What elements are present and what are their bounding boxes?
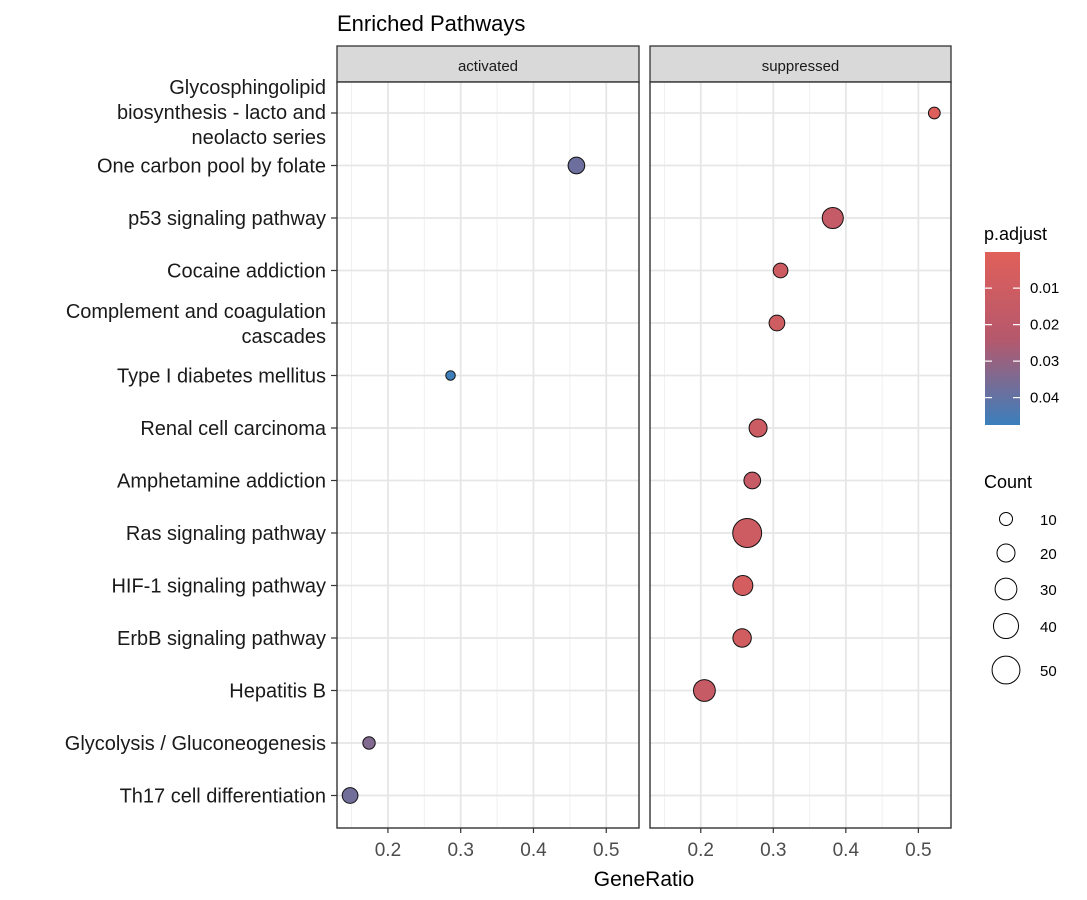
y-label-8: Ras signaling pathway: [126, 523, 326, 545]
x-axis-title: GeneRatio: [594, 868, 694, 891]
size-legend-title: Count: [984, 472, 1032, 492]
point-suppressed-6: [748, 418, 768, 438]
y-label-4: cascades: [242, 326, 327, 348]
y-label-1: One carbon pool by folate: [97, 156, 326, 178]
point-activated-1: [567, 156, 586, 175]
size-legend-label: 40: [1040, 619, 1057, 636]
point-suppressed-10: [732, 628, 752, 648]
panel-activated: activated 0.2 0.3 0.4 0.5: [336, 45, 640, 861]
x-tick-label: 0.3: [760, 840, 786, 861]
panel-background: [650, 82, 951, 828]
point-suppressed-3: [772, 262, 789, 279]
size-legend-key: [994, 577, 1018, 601]
x-tick-label: 0.5: [905, 840, 931, 861]
point-suppressed-0: [927, 106, 941, 120]
x-tick-label: 0.4: [520, 840, 547, 861]
y-label-2: p53 signaling pathway: [128, 208, 326, 230]
color-legend-label: 0.03: [1030, 353, 1059, 370]
panel-border: [649, 81, 952, 829]
y-axis-labels: Glycosphingolipid biosynthesis - lacto an…: [65, 77, 337, 808]
color-legend-label: 0.04: [1030, 390, 1059, 407]
strip-label-activated: activated: [458, 58, 518, 75]
size-legend-label: 20: [1040, 546, 1057, 563]
point-activated-13: [341, 787, 359, 804]
size-legend-key: [996, 543, 1016, 563]
color-legend-label: 0.02: [1030, 317, 1059, 334]
point-suppressed-9: [732, 575, 754, 596]
panel-border: [336, 81, 640, 829]
y-label-0: Glycosphingolipid: [169, 77, 326, 99]
point-suppressed-11: [692, 679, 716, 702]
y-label-5: Type I diabetes mellitus: [117, 366, 326, 388]
size-legend-key: [992, 612, 1020, 640]
color-legend-bar: [985, 252, 1020, 425]
y-label-9: HIF-1 signaling pathway: [111, 576, 326, 598]
size-legend-label: 10: [1040, 512, 1057, 529]
facet-panels: activated 0.2 0.3 0.4 0.5 suppressed 0.2 0.3 0.4…: [336, 45, 952, 861]
y-label-4: Complement and coagulation: [66, 301, 326, 323]
x-tick-label: 0.5: [593, 840, 619, 861]
color-legend-label: 0.01: [1030, 280, 1059, 297]
color-legend-title: p.adjust: [984, 224, 1047, 244]
x-tick-label: 0.4: [833, 840, 860, 861]
size-legend-label: 30: [1040, 582, 1057, 599]
y-label-11: Hepatitis B: [229, 681, 326, 703]
x-tick-label: 0.2: [688, 840, 714, 861]
point-activated-12: [362, 736, 376, 750]
y-label-7: Amphetamine addiction: [117, 471, 326, 493]
panel-background: [337, 82, 639, 828]
point-suppressed-4: [768, 314, 786, 332]
size-legend-key: [991, 655, 1021, 685]
point-suppressed-2: [821, 206, 844, 230]
strip-label-suppressed: suppressed: [762, 58, 840, 75]
size-legend: Count 10 20 30 40 50: [984, 472, 1057, 685]
color-legend: p.adjust 0.01 0.02 0.03 0.04: [984, 224, 1059, 425]
strip-suppressed: [649, 45, 952, 83]
chart-title: Enriched Pathways: [337, 11, 525, 36]
x-tick-label: 0.2: [375, 840, 401, 861]
panel-suppressed: suppressed 0.2 0.3 0.4 0.5: [649, 45, 952, 861]
size-legend-label: 50: [1040, 663, 1057, 680]
y-label-6: Renal cell carcinoma: [140, 418, 327, 440]
y-label-0: neolacto series: [191, 127, 326, 149]
point-activated-5: [445, 370, 456, 381]
point-suppressed-7: [743, 471, 762, 490]
size-legend-key: [998, 511, 1014, 527]
x-tick-label: 0.3: [447, 840, 473, 861]
strip-activated: [336, 45, 640, 83]
y-label-0: biosynthesis - lacto and: [117, 102, 326, 124]
y-label-10: ErbB signaling pathway: [117, 628, 326, 650]
point-suppressed-8: [732, 518, 763, 548]
y-label-13: Th17 cell differentiation: [120, 786, 326, 808]
y-label-3: Cocaine addiction: [167, 261, 326, 283]
y-label-12: Glycolysis / Gluconeogenesis: [65, 733, 326, 755]
